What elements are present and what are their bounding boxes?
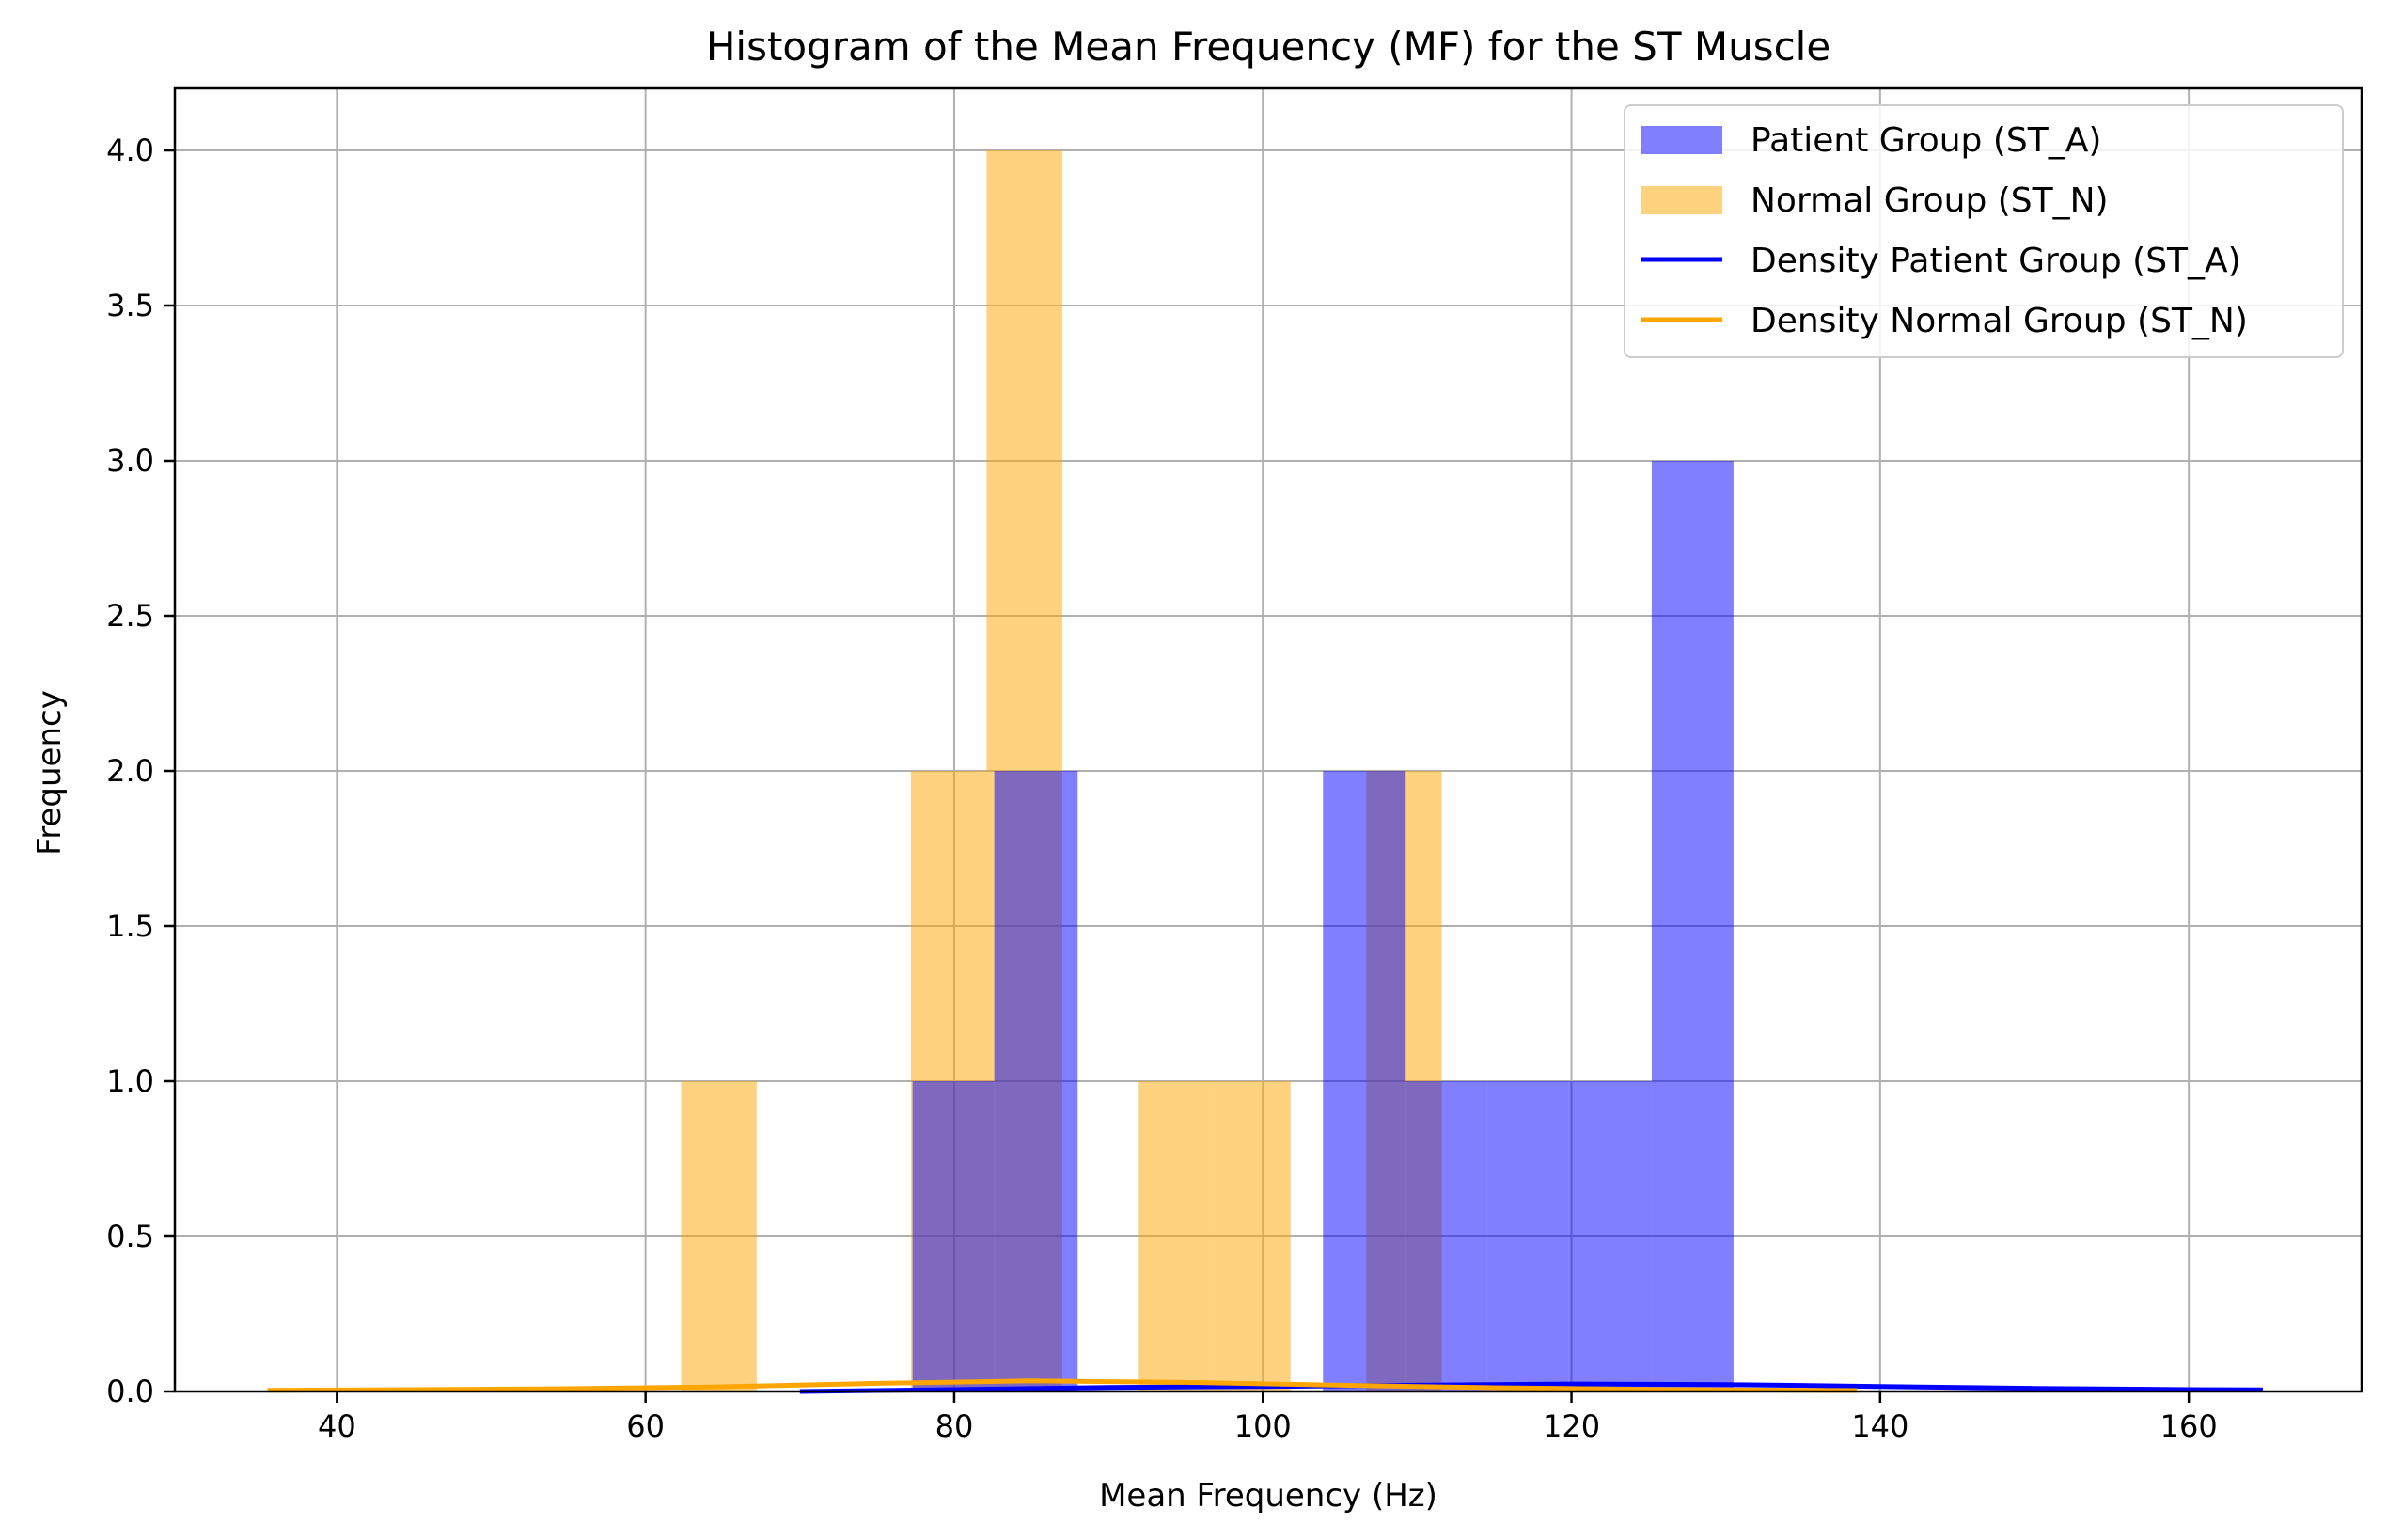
chart-title: Histogram of the Mean Frequency (MF) for… (706, 24, 1830, 70)
series-patient-group-st-a (912, 461, 1734, 1391)
histogram-bar (1405, 1081, 1487, 1391)
x-tick-label: 60 (626, 1408, 665, 1444)
x-tick-label: 120 (1543, 1408, 1600, 1444)
x-axis-label: Mean Frequency (Hz) (1099, 1477, 1437, 1515)
plot-frame (173, 86, 2363, 1393)
bars-layer (681, 150, 1734, 1391)
x-tick-label: 140 (1851, 1408, 1908, 1444)
histogram-bar (681, 1081, 757, 1391)
y-tick-label: 1.0 (106, 1063, 154, 1099)
y-tick-label: 2.5 (106, 598, 154, 634)
histogram-bar (912, 1081, 995, 1391)
x-tick-label: 40 (318, 1408, 356, 1444)
histogram-bar (994, 771, 1078, 1391)
legend-swatch-patient-group-st-a (1641, 126, 1722, 154)
density-layer (267, 1378, 2263, 1394)
histogram-bar (1213, 1081, 1291, 1391)
histogram-bar (1323, 771, 1406, 1391)
y-tick-label: 0.0 (106, 1374, 154, 1409)
histogram-bar (1486, 1081, 1569, 1391)
y-tick-label: 1.5 (106, 908, 154, 944)
histogram-bar (1138, 1081, 1214, 1391)
histogram-bar (1568, 1081, 1652, 1391)
legend: Patient Group (ST_A) Normal Group (ST_N) D… (1624, 104, 2344, 358)
legend-box (1624, 104, 2344, 358)
legend-label-normal-group-st-n: Normal Group (ST_N) (1751, 181, 2109, 220)
y-tick-label: 3.5 (106, 288, 154, 323)
legend-label-density-normal-group-st-n: Density Normal Group (ST_N) (1751, 302, 2248, 340)
x-tick-label: 160 (2160, 1408, 2218, 1444)
x-tick-label: 100 (1234, 1408, 1292, 1444)
y-tick-label: 2.0 (106, 753, 154, 789)
legend-label-patient-group-st-a: Patient Group (ST_A) (1751, 121, 2101, 160)
legend-label-density-patient-group-st-a: Density Patient Group (ST_A) (1751, 242, 2241, 280)
legend-swatch-normal-group-st-n (1641, 186, 1722, 214)
density-line-density-normal-group-st-n (267, 1378, 1858, 1393)
y-tick-label: 3.0 (106, 443, 154, 479)
ticks-layer: 40 60 80 100 120 140 160 0.0 0.5 1.0 1.5 2.0 2.5 3.0 3… (106, 133, 2218, 1444)
y-tick-label: 0.5 (106, 1218, 154, 1254)
y-axis-label: Frequency (31, 690, 69, 856)
histogram-bar (1651, 461, 1734, 1391)
y-tick-label: 4.0 (106, 133, 154, 168)
x-tick-label: 80 (935, 1408, 974, 1444)
density-line-density-patient-group-st-a (799, 1381, 2263, 1394)
